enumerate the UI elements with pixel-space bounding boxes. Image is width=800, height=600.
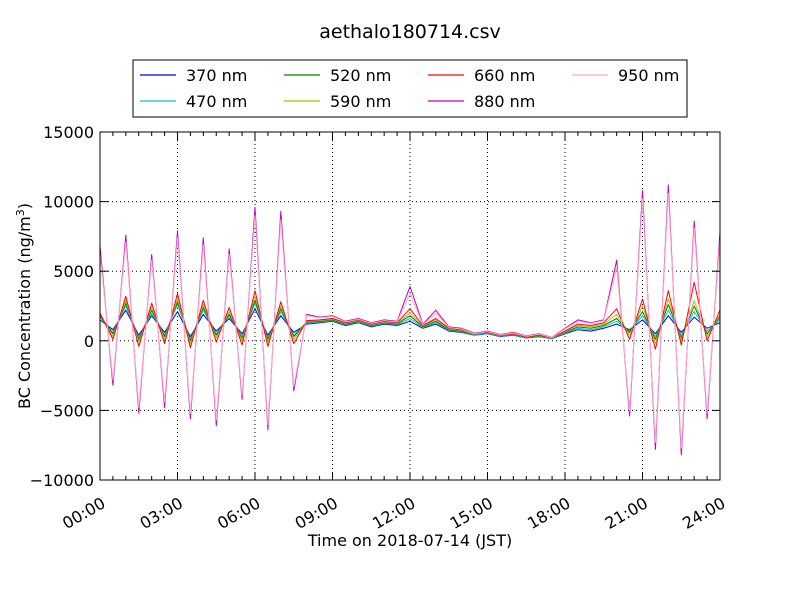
legend-label: 660 nm: [474, 66, 535, 85]
y-axis-label: BC Concentration (ng/m3): [14, 203, 34, 409]
series-line-520-nm: [99, 299, 721, 342]
y-axis-label-superscript: 3: [14, 209, 27, 216]
x-tick-label: 06:00: [214, 493, 263, 533]
series-line-370-nm: [99, 308, 721, 340]
legend-label: 880 nm: [474, 92, 535, 111]
x-tick-label: 15:00: [447, 493, 496, 533]
x-tick-label: 24:00: [679, 493, 728, 533]
series-line-880-nm: [99, 184, 721, 456]
x-axis-label: Time on 2018-07-14 (JST): [307, 531, 512, 550]
series-line-470-nm: [99, 302, 721, 340]
series-line-660-nm: [99, 281, 721, 350]
series-line-590-nm: [99, 295, 721, 345]
series-line-950-nm: [99, 192, 721, 449]
legend: 370 nm 470 nm 520 nm 590 nm 660 nm 880 nm 950 …: [132, 59, 688, 118]
ticks: [99, 131, 721, 481]
legend-label: 590 nm: [330, 92, 391, 111]
x-tick-label: 09:00: [292, 493, 341, 533]
y-axis-label-text: BC Concentration (ng/m: [15, 216, 34, 409]
y-tick-label: 0: [84, 332, 94, 351]
y-tick-label: −10000: [30, 471, 94, 490]
x-tick-label: 18:00: [524, 493, 573, 533]
x-tick-label: 00:00: [59, 493, 108, 533]
x-tick-label: 03:00: [137, 493, 186, 533]
legend-box: [132, 59, 688, 118]
grid: [100, 132, 720, 480]
y-tick-label: 10000: [43, 193, 94, 212]
y-tick-label: −5000: [40, 401, 94, 420]
legend-label: 370 nm: [186, 66, 247, 85]
plot-lines: [99, 184, 721, 456]
y-axis-label-close: ): [15, 203, 34, 209]
x-tick-label: 12:00: [369, 493, 418, 533]
legend-label: 520 nm: [330, 66, 391, 85]
legend-label: 470 nm: [186, 92, 247, 111]
y-tick-label: 15000: [43, 123, 94, 142]
chart-title: aethalo180714.csv: [319, 21, 501, 43]
y-tick-label: 5000: [53, 262, 94, 281]
legend-label: 950 nm: [618, 66, 679, 85]
x-tick-label: 21:00: [602, 493, 651, 533]
